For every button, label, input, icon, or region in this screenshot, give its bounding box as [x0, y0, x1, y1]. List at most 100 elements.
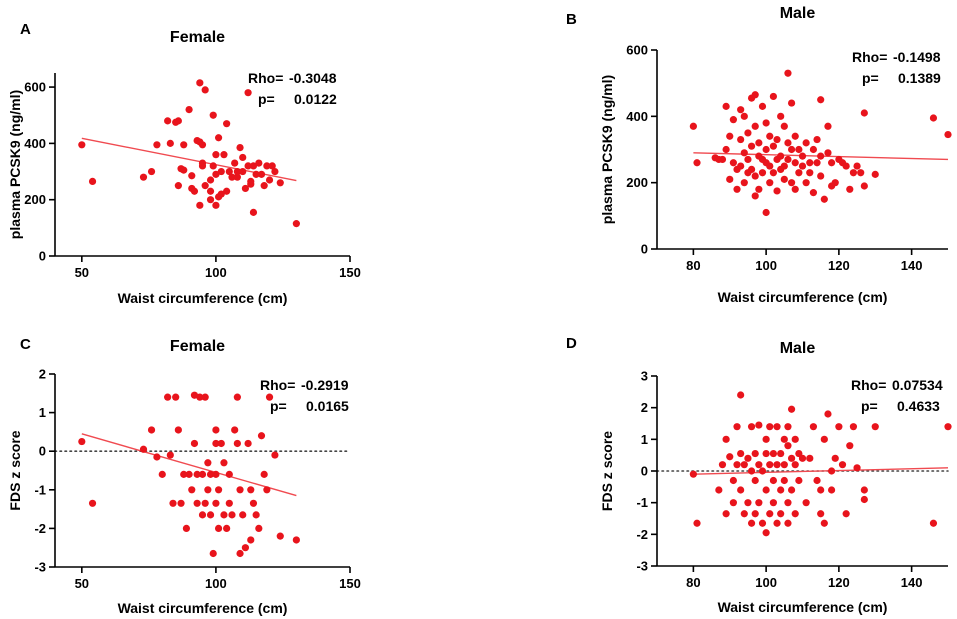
y-tick-label: 1 [39, 405, 46, 420]
data-point [773, 135, 781, 144]
x-axis-label: Waist circumference (cm) [718, 599, 888, 615]
data-point [744, 454, 752, 462]
data-point [212, 499, 220, 507]
data-point [223, 524, 231, 533]
data-point [773, 187, 781, 195]
rho-label: Rho= [260, 377, 295, 393]
x-tick-label: 120 [828, 575, 850, 590]
data-point [824, 410, 832, 418]
data-point [838, 461, 847, 469]
data-point [791, 510, 799, 518]
y-tick-label: 200 [24, 192, 46, 207]
rho-label: Rho= [852, 49, 887, 65]
data-point [268, 162, 276, 170]
data-point [791, 435, 799, 443]
data-point [276, 179, 284, 187]
data-point [214, 486, 223, 494]
data-point [182, 524, 191, 533]
x-tick-label: 50 [75, 265, 89, 280]
data-point [206, 196, 215, 204]
data-point [806, 169, 814, 177]
data-point [777, 486, 785, 494]
data-point [180, 141, 188, 149]
data-point [729, 116, 737, 124]
rho-label: Rho= [851, 377, 886, 393]
x-tick-label: 50 [75, 576, 89, 591]
data-point [784, 69, 792, 77]
data-point [169, 499, 177, 507]
data-point [729, 159, 737, 167]
data-point [239, 511, 247, 519]
rho-label: Rho= [248, 70, 283, 86]
data-point [255, 524, 263, 533]
data-point [726, 175, 734, 183]
data-point [212, 426, 220, 434]
data-point [747, 423, 756, 431]
data-point [820, 435, 828, 443]
data-point [846, 185, 854, 193]
data-point [944, 130, 952, 139]
data-point [174, 182, 182, 190]
data-point [791, 461, 799, 469]
data-point [233, 173, 241, 181]
x-tick-label: 140 [901, 575, 923, 590]
data-point [762, 208, 770, 217]
y-tick-label: 2 [39, 367, 46, 382]
data-point [860, 486, 868, 494]
data-point [737, 391, 745, 399]
data-point [762, 435, 770, 443]
data-point [247, 486, 255, 494]
data-point [147, 426, 156, 434]
p-value: 0.0122 [294, 91, 337, 107]
data-point [740, 112, 748, 120]
data-point [751, 192, 759, 200]
data-point [693, 519, 701, 527]
data-point [929, 114, 938, 122]
data-point [292, 536, 300, 544]
data-point [766, 179, 774, 187]
data-point [244, 89, 252, 97]
data-point [198, 141, 207, 149]
data-point [813, 159, 821, 167]
x-tick-label: 150 [339, 576, 361, 591]
data-point [817, 486, 825, 494]
data-point [214, 134, 223, 142]
data-point [780, 162, 788, 170]
data-point [212, 439, 220, 448]
data-point [220, 151, 228, 159]
data-point [795, 145, 803, 154]
data-point [780, 435, 788, 443]
y-tick-label: 600 [24, 80, 46, 95]
data-point [766, 461, 774, 469]
data-point [831, 179, 839, 187]
data-point [820, 195, 828, 203]
data-point [185, 470, 193, 478]
data-point [263, 162, 271, 170]
data-point [198, 511, 207, 519]
data-point [806, 159, 814, 167]
data-point [773, 519, 781, 527]
data-point [239, 153, 247, 162]
data-point [260, 470, 268, 478]
data-point [209, 111, 217, 119]
data-point [740, 461, 748, 469]
data-point [747, 142, 756, 150]
data-point [762, 145, 770, 154]
panel-d: D Male -3 -2 -1 0 1 2 3 80 100 120 140 Waist circumfe… [566, 335, 952, 615]
data-point [78, 141, 86, 149]
y-tick-label: -2 [34, 521, 46, 536]
data-point [180, 166, 188, 174]
data-point [214, 524, 223, 533]
data-point [747, 467, 756, 475]
data-point [241, 184, 250, 193]
data-point [842, 510, 850, 518]
data-point [78, 437, 86, 446]
x-tick-label: 120 [828, 258, 850, 273]
data-point [733, 423, 741, 431]
data-point [762, 449, 770, 458]
data-point [228, 173, 236, 181]
data-point [842, 162, 850, 170]
x-tick-label: 150 [339, 265, 361, 280]
data-point [220, 511, 228, 519]
data-point [806, 454, 814, 462]
